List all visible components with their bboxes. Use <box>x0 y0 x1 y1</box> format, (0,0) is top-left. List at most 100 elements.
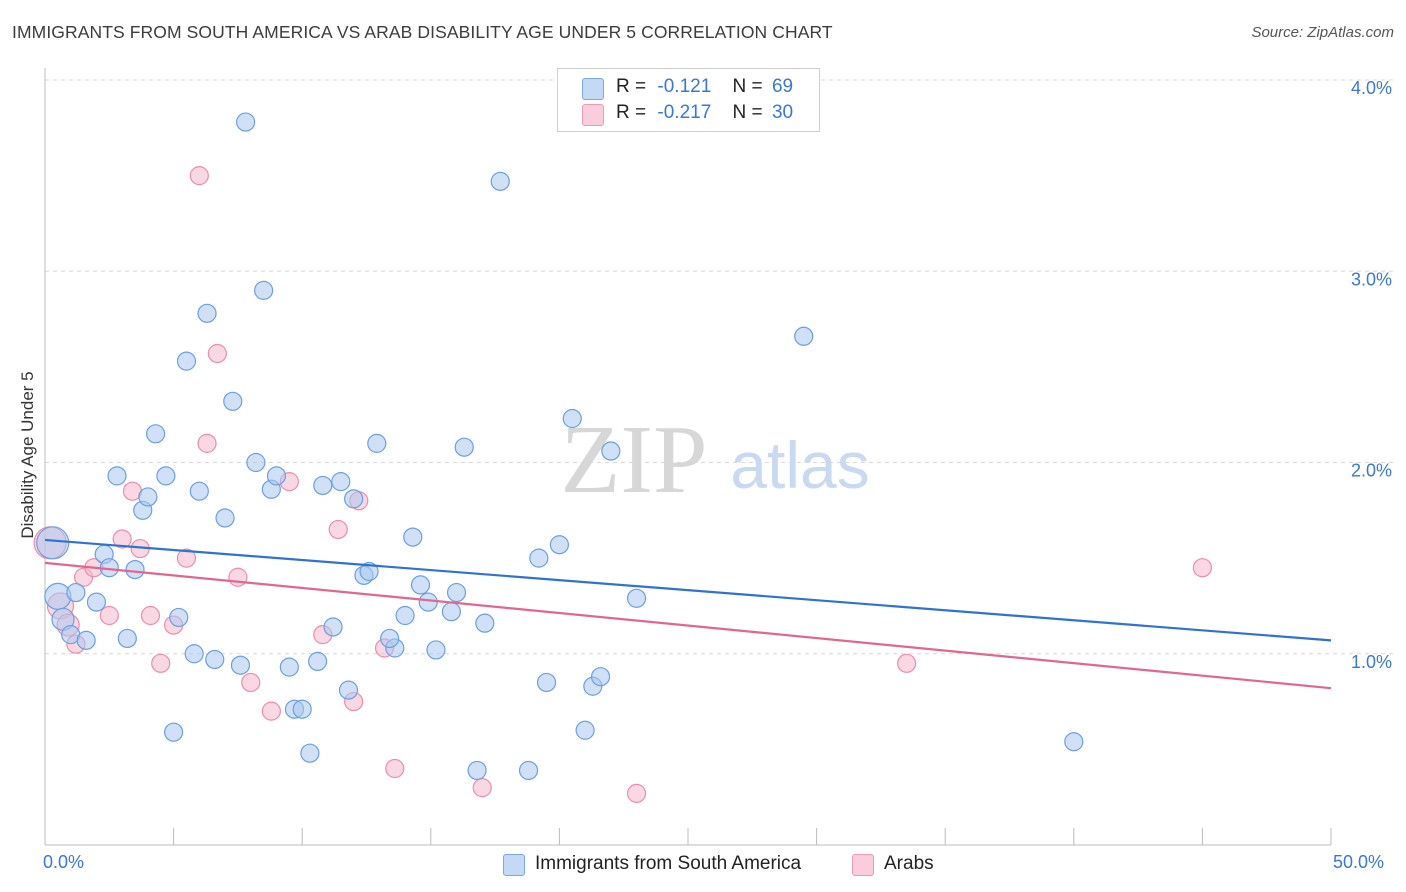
south-america-point <box>223 391 243 411</box>
south-america-point <box>410 575 431 595</box>
legend-n-label: N = <box>732 76 763 97</box>
south-america-point <box>215 508 235 528</box>
south-america-point <box>125 559 145 580</box>
y-tick-label: 3.0% <box>1351 269 1392 289</box>
bottom-legend-swatch-blue <box>503 854 525 876</box>
chart-title: IMMIGRANTS FROM SOUTH AMERICA VS ARAB DI… <box>12 22 833 42</box>
arabs-point <box>207 343 227 364</box>
south-america-point <box>418 592 438 612</box>
south-america-point <box>230 655 251 675</box>
south-america-point <box>86 592 107 612</box>
arabs-point <box>385 758 405 779</box>
south-america-point <box>794 326 814 346</box>
watermark: ZIP atlas <box>561 406 870 514</box>
arabs-point <box>140 605 161 626</box>
south-america-point <box>184 644 204 664</box>
x-tick-label-min: 0.0% <box>43 852 85 872</box>
south-america-point <box>292 699 312 719</box>
south-america-point <box>626 588 647 608</box>
legend-swatch-blue <box>582 78 604 100</box>
grid-lines <box>45 79 1395 655</box>
y-tick-labels: 1.0% 2.0% 3.0% 4.0% <box>1351 78 1392 672</box>
south-america-point <box>164 722 184 742</box>
legend-r-label: R = <box>616 76 647 97</box>
south-america-point <box>490 171 510 191</box>
south-america-point <box>76 630 96 650</box>
arabs-point <box>626 783 647 803</box>
arabs-trend-line <box>44 561 1332 690</box>
south-america-point <box>107 466 127 486</box>
south-america-point <box>66 582 86 603</box>
south-america-point <box>549 535 570 555</box>
arabs-point <box>228 567 248 587</box>
south-america-point <box>176 351 197 371</box>
south-america-point <box>169 607 189 628</box>
south-america-point <box>426 640 446 660</box>
bottom-legend-label: Immigrants from South America <box>535 853 802 874</box>
arabs-point <box>151 653 171 673</box>
south-america-point <box>601 441 621 461</box>
south-america-point <box>575 720 595 740</box>
arabs-point <box>189 166 209 186</box>
south-america-point <box>454 437 474 457</box>
bottom-legend-label: Arabs <box>884 853 934 874</box>
south-america-point <box>254 280 274 300</box>
south-america-point <box>117 628 137 649</box>
south-america-point <box>246 452 266 473</box>
arabs-point <box>472 778 492 798</box>
arabs-point <box>99 605 119 626</box>
south-america-point <box>279 657 299 677</box>
south-america-point <box>344 489 364 509</box>
axes <box>44 68 1332 846</box>
south-america-point <box>475 613 495 633</box>
south-america-point <box>367 433 387 453</box>
south-america-point <box>323 617 343 637</box>
south-america-point <box>338 680 359 700</box>
south-america-point <box>266 466 287 486</box>
south-america-point <box>562 408 582 429</box>
y-tick-label: 4.0% <box>1351 78 1392 98</box>
correlation-legend: R = -0.121 N = 69 R = -0.217 N = 30 <box>557 68 820 132</box>
legend-n-value: 30 <box>771 102 794 123</box>
arabs-point <box>328 519 348 540</box>
arabs-point <box>197 433 217 453</box>
arabs-point <box>112 529 132 549</box>
south-america-point <box>1064 732 1084 752</box>
south-america-point <box>308 651 328 672</box>
y-tick-label: 1.0% <box>1351 652 1392 672</box>
legend-r-label: R = <box>616 102 647 123</box>
south-america-point <box>313 475 333 496</box>
legend-r-value: -0.121 <box>657 76 712 97</box>
watermark-zip: ZIP <box>561 406 708 514</box>
south-america-point <box>590 667 611 687</box>
south-america-point <box>236 112 256 132</box>
legend-n-value: 69 <box>771 76 794 97</box>
trend-lines <box>44 538 1332 690</box>
south-america-point <box>36 526 70 560</box>
arabs-point <box>1192 558 1213 578</box>
bottom-legend-swatch-pink <box>852 854 874 876</box>
south-america-point <box>205 649 225 670</box>
south-america-point <box>446 582 467 603</box>
south-america-trend-line <box>44 538 1332 642</box>
watermark-atlas: atlas <box>730 428 869 502</box>
south-america-point <box>380 628 400 649</box>
south-america-point <box>138 487 158 507</box>
arabs-point <box>176 548 197 568</box>
south-america-point <box>467 760 487 781</box>
south-america-point <box>197 303 217 323</box>
south-america-point <box>518 760 539 781</box>
x-tick-label-max: 50.0% <box>1333 852 1385 872</box>
south-america-point <box>145 424 166 444</box>
south-america-point <box>529 548 549 568</box>
south-america-point <box>156 466 176 486</box>
y-tick-label: 2.0% <box>1351 461 1392 481</box>
source-credit: Source: ZipAtlas.com <box>1251 24 1394 41</box>
south-america-point <box>300 743 320 763</box>
legend-swatch-pink <box>582 104 604 126</box>
legend-n-label: N = <box>732 102 763 123</box>
legend-r-value: -0.217 <box>657 102 712 123</box>
arabs-point <box>897 653 917 673</box>
south-america-point <box>441 602 461 622</box>
